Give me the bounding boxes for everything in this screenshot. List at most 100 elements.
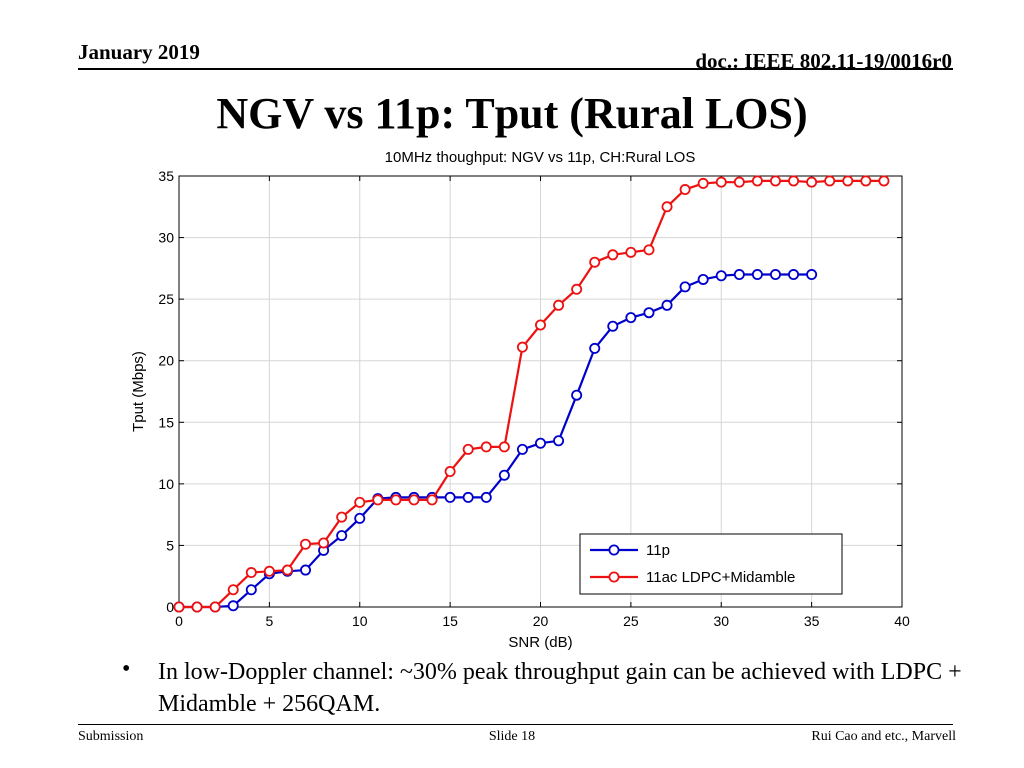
data-point (227, 600, 239, 612)
data-point (390, 494, 402, 506)
data-point (842, 175, 854, 187)
data-point (643, 307, 655, 319)
data-point (661, 299, 673, 311)
x-tick-label: 30 (713, 613, 729, 629)
data-point (824, 175, 836, 187)
y-tick-label: 15 (158, 414, 174, 430)
data-point (751, 269, 763, 281)
y-tick-label: 10 (158, 476, 174, 492)
chart-title: 10MHz thoughput: NGV vs 11p, CH:Rural LO… (385, 149, 696, 166)
data-point (715, 270, 727, 282)
chart-legend: 11p 11ac LDPC+Midamble (579, 533, 843, 595)
bullet-symbol: • (122, 656, 131, 682)
data-point (679, 184, 691, 196)
data-point (733, 176, 745, 188)
footer-submission: Submission (78, 729, 144, 744)
data-point (661, 201, 673, 213)
data-point (300, 538, 312, 550)
header-doc-id: doc.: IEEE 802.11-19/0016r0 (695, 49, 952, 73)
data-point (788, 175, 800, 187)
y-tick-label: 5 (166, 537, 174, 553)
data-point (806, 269, 818, 281)
data-point (625, 312, 637, 324)
data-point (173, 601, 185, 613)
data-point (408, 494, 420, 506)
data-point (697, 273, 709, 285)
data-point (697, 177, 709, 189)
data-point (607, 249, 619, 261)
data-point (751, 175, 763, 187)
x-tick-label: 40 (894, 613, 910, 629)
data-point (209, 601, 221, 613)
data-point (806, 176, 818, 188)
legend-label: 11p (646, 542, 670, 559)
data-point (535, 437, 547, 449)
data-point (318, 537, 330, 549)
bullet-text: In low-Doppler channel: ~30% peak throug… (158, 659, 962, 717)
legend-label: 11ac LDPC+Midamble (646, 569, 795, 586)
data-point (336, 530, 348, 542)
data-point (480, 441, 492, 453)
y-tick-label: 20 (158, 353, 174, 369)
data-point (553, 435, 565, 447)
y-tick-label: 25 (158, 291, 174, 307)
y-tick-label: 35 (158, 168, 174, 184)
series-layer (173, 175, 890, 613)
data-point (769, 175, 781, 187)
data-point (281, 564, 293, 576)
data-point (191, 601, 203, 613)
data-point (462, 491, 474, 503)
series-line (179, 179, 884, 609)
data-point (426, 494, 438, 506)
data-point (553, 299, 565, 311)
data-point (516, 443, 528, 455)
footer-divider (78, 724, 953, 725)
x-axis-label: SNR (dB) (508, 634, 572, 651)
y-tick-label: 30 (158, 230, 174, 246)
legend-marker (608, 544, 620, 556)
x-tick-label: 0 (175, 613, 183, 629)
header-divider (78, 68, 953, 70)
data-point (878, 175, 890, 187)
data-point (788, 269, 800, 281)
data-point (498, 469, 510, 481)
footer-slide-number: Slide 18 (488, 729, 536, 744)
axis-layer: 0 5 10 15 20 25 30 35 40 0 5 10 15 20 25 30 35 (158, 168, 910, 629)
data-point (498, 441, 510, 453)
data-point (245, 567, 257, 579)
x-tick-label: 20 (533, 613, 549, 629)
data-point (769, 269, 781, 281)
data-point (354, 512, 366, 524)
throughput-chart: 10MHz thoughput: NGV vs 11p, CH:Rural LO… (130, 149, 910, 651)
legend-box (579, 533, 843, 595)
data-point (300, 564, 312, 576)
data-point (589, 256, 601, 268)
y-tick-label: 0 (166, 599, 174, 615)
x-tick-label: 35 (804, 613, 820, 629)
x-tick-label: 25 (623, 613, 639, 629)
data-point (679, 281, 691, 293)
slide-title: NGV vs 11p: Tput (Rural LOS) (216, 89, 808, 138)
data-point (715, 176, 727, 188)
data-point (643, 244, 655, 256)
data-point (589, 342, 601, 354)
header-date: January 2019 (78, 40, 200, 64)
data-point (733, 269, 745, 281)
data-point (354, 496, 366, 508)
data-point (860, 175, 872, 187)
data-point (571, 283, 583, 295)
data-point (227, 584, 239, 596)
data-point (245, 584, 257, 596)
data-point (535, 319, 547, 331)
series-2 (173, 175, 890, 613)
data-point (444, 491, 456, 503)
data-point (462, 443, 474, 455)
data-point (444, 466, 456, 478)
data-point (625, 246, 637, 258)
data-point (571, 389, 583, 401)
x-tick-label: 10 (352, 613, 368, 629)
data-point (516, 341, 528, 353)
footer-author: Rui Cao and etc., Marvell (811, 729, 956, 744)
x-tick-label: 15 (442, 613, 458, 629)
data-point (480, 491, 492, 503)
